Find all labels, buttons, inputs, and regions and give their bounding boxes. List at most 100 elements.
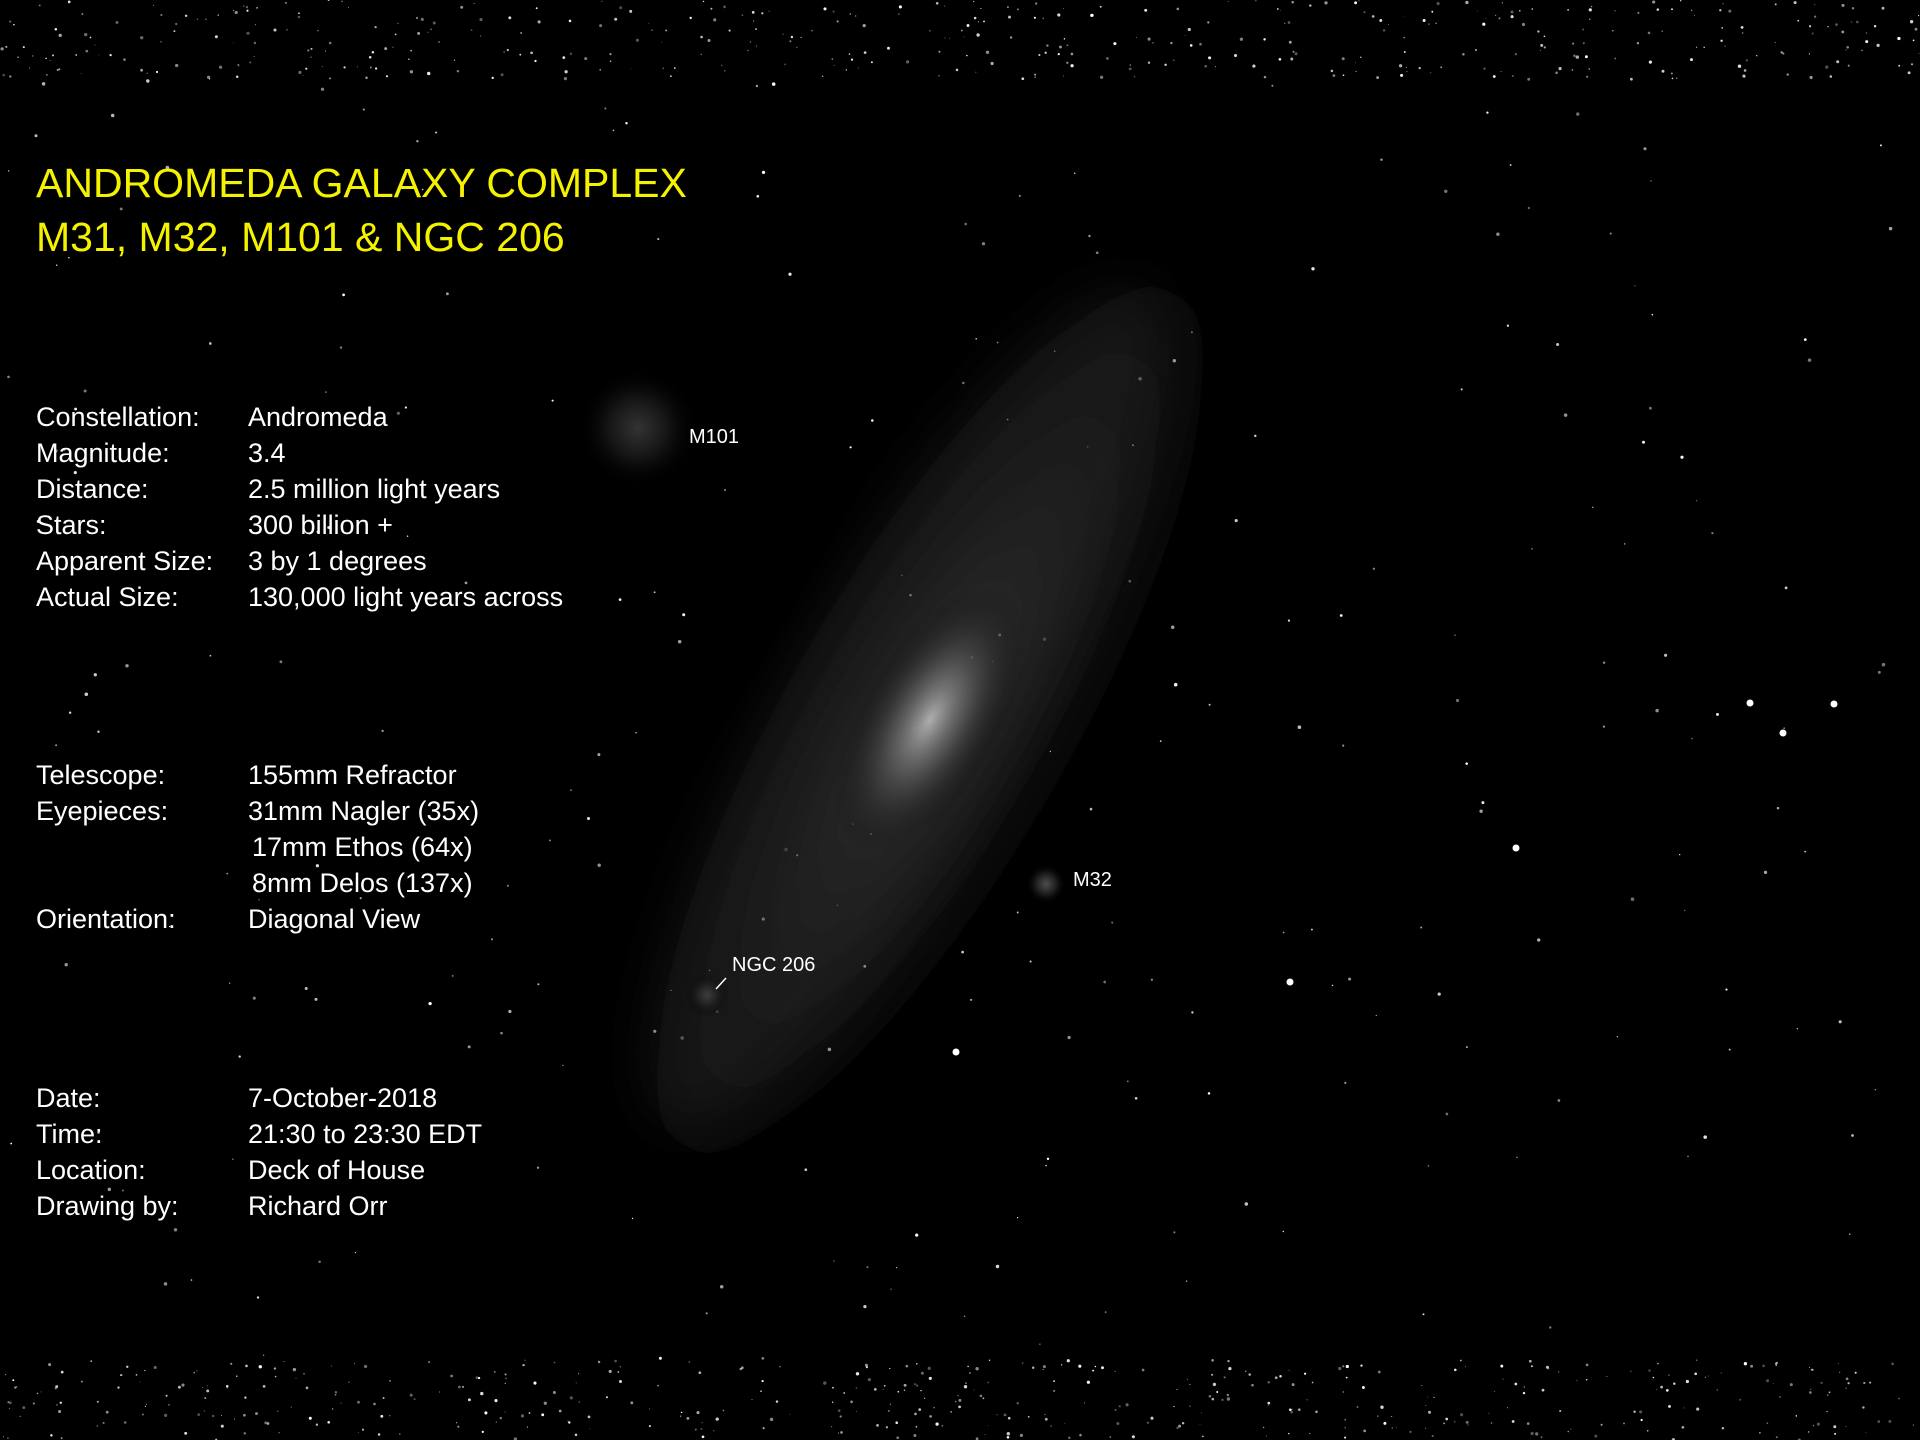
star xyxy=(1862,1406,1864,1408)
star xyxy=(756,195,759,198)
star xyxy=(1567,9,1569,11)
star xyxy=(1796,1415,1798,1417)
star xyxy=(753,21,754,22)
star xyxy=(1711,532,1713,534)
star xyxy=(1808,1431,1810,1433)
star xyxy=(427,32,428,33)
star xyxy=(81,73,82,74)
star xyxy=(1655,709,1658,712)
star xyxy=(1071,53,1074,56)
star xyxy=(636,39,639,42)
star xyxy=(237,64,239,66)
info-value: 300 billion + xyxy=(248,510,393,540)
star xyxy=(273,28,276,31)
star xyxy=(1589,8,1592,11)
star xyxy=(1863,1382,1865,1384)
star xyxy=(536,7,538,9)
star xyxy=(1456,699,1459,702)
star xyxy=(1409,1431,1411,1433)
star xyxy=(60,1402,62,1404)
star xyxy=(1293,51,1295,53)
star xyxy=(989,1360,990,1361)
star xyxy=(408,59,409,60)
star xyxy=(1460,1360,1462,1362)
star xyxy=(1404,51,1406,53)
star xyxy=(230,1363,232,1365)
star xyxy=(1511,11,1514,14)
star xyxy=(1499,17,1501,19)
star xyxy=(687,1417,690,1420)
star xyxy=(1537,938,1540,941)
star xyxy=(168,1404,170,1406)
star xyxy=(307,49,309,51)
info-label: Constellation: xyxy=(36,402,200,432)
star xyxy=(916,1426,918,1428)
star xyxy=(1315,1411,1318,1414)
star xyxy=(856,1372,859,1375)
star xyxy=(1491,1422,1493,1424)
star xyxy=(1797,20,1799,22)
info-label: Eyepieces: xyxy=(36,796,168,826)
star xyxy=(1861,50,1863,52)
star xyxy=(435,131,437,133)
star xyxy=(342,294,345,297)
star xyxy=(965,1382,967,1384)
info-label: Orientation: xyxy=(36,904,176,934)
star xyxy=(81,1381,83,1383)
star xyxy=(823,1381,826,1384)
star xyxy=(1177,8,1180,11)
star xyxy=(1279,1375,1282,1378)
star xyxy=(144,1370,145,1371)
star xyxy=(491,938,493,940)
star xyxy=(606,1396,608,1398)
star xyxy=(1668,1405,1671,1408)
star xyxy=(625,122,627,124)
star xyxy=(55,28,58,31)
star xyxy=(966,55,967,56)
star xyxy=(1379,19,1382,22)
star xyxy=(1866,32,1868,34)
star xyxy=(16,1386,17,1387)
star xyxy=(956,69,959,72)
star xyxy=(343,66,345,68)
star xyxy=(1544,36,1546,38)
star xyxy=(850,446,852,448)
star xyxy=(702,1435,705,1438)
star xyxy=(446,292,449,295)
star xyxy=(5,1374,6,1375)
star xyxy=(1057,13,1060,16)
bright-star xyxy=(1831,701,1838,708)
star xyxy=(1766,1379,1769,1382)
star xyxy=(997,1414,998,1415)
star xyxy=(1606,1376,1607,1377)
star xyxy=(1794,1,1797,4)
star xyxy=(1542,1389,1545,1392)
star xyxy=(762,171,765,174)
star xyxy=(1034,74,1036,76)
star xyxy=(1255,0,1256,1)
star xyxy=(1043,1365,1046,1368)
star xyxy=(417,32,420,35)
star xyxy=(1582,28,1584,30)
star xyxy=(1187,1379,1188,1380)
star xyxy=(1722,1427,1724,1429)
star xyxy=(1507,1407,1508,1408)
star xyxy=(1324,1,1327,4)
star xyxy=(936,2,939,5)
star xyxy=(576,1382,577,1383)
star xyxy=(1354,1,1357,4)
star xyxy=(427,72,430,75)
star xyxy=(210,655,212,657)
star xyxy=(246,10,248,12)
star xyxy=(1017,8,1019,10)
star xyxy=(2,74,5,77)
star xyxy=(29,68,30,69)
star xyxy=(776,1400,778,1402)
star xyxy=(375,67,377,69)
star xyxy=(598,1361,600,1363)
star xyxy=(1836,60,1839,63)
star xyxy=(1032,1367,1034,1369)
star xyxy=(1848,65,1850,67)
star xyxy=(474,3,475,4)
star xyxy=(508,16,511,19)
